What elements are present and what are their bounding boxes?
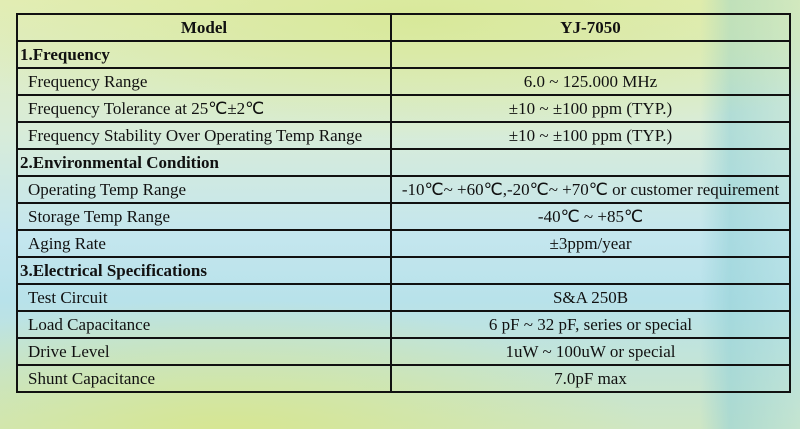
header-value: YJ-7050 [390, 13, 791, 42]
spec-label: Test Circuit [16, 283, 392, 312]
section-blank [390, 148, 791, 177]
spec-value: 6 pF ~ 32 pF, series or special [390, 310, 791, 339]
spec-label: Aging Rate [16, 229, 392, 258]
spec-value: -40℃ ~ +85℃ [390, 202, 791, 231]
section-row: 2.Environmental Condition [16, 148, 791, 177]
table-row: Test Circuit S&A 250B [16, 283, 791, 312]
spec-value: ±10 ~ ±100 ppm (TYP.) [390, 121, 791, 150]
section-title: 2.Environmental Condition [16, 148, 392, 177]
table-row: Frequency Stability Over Operating Temp … [16, 121, 791, 150]
section-blank [390, 40, 791, 69]
spec-value: 7.0pF max [390, 364, 791, 393]
spec-value: -10℃~ +60℃,-20℃~ +70℃ or customer requir… [390, 175, 791, 204]
section-title: 1.Frequency [16, 40, 392, 69]
spec-label: Load Capacitance [16, 310, 392, 339]
table-row: Aging Rate ±3ppm/year [16, 229, 791, 258]
spec-label: Shunt Capacitance [16, 364, 392, 393]
spec-table: Model YJ-7050 1.Frequency Frequency Range… [16, 13, 791, 393]
header-label: Model [16, 13, 392, 42]
spec-value: 6.0 ~ 125.000 MHz [390, 67, 791, 96]
spec-label: Operating Temp Range [16, 175, 392, 204]
table-row: Operating Temp Range -10℃~ +60℃,-20℃~ +70… [16, 175, 791, 204]
spec-label: Frequency Stability Over Operating Temp … [16, 121, 392, 150]
section-row: 3.Electrical Specifications [16, 256, 791, 285]
section-row: 1.Frequency [16, 40, 791, 69]
spec-label: Frequency Range [16, 67, 392, 96]
spec-value: ±3ppm/year [390, 229, 791, 258]
table-row: Frequency Range 6.0 ~ 125.000 MHz [16, 67, 791, 96]
spec-label: Drive Level [16, 337, 392, 366]
spec-value: 1uW ~ 100uW or special [390, 337, 791, 366]
spec-label: Storage Temp Range [16, 202, 392, 231]
spec-value: S&A 250B [390, 283, 791, 312]
section-blank [390, 256, 791, 285]
table-row: Drive Level 1uW ~ 100uW or special [16, 337, 791, 366]
spec-label: Frequency Tolerance at 25℃±2℃ [16, 94, 392, 123]
table-row: Storage Temp Range -40℃ ~ +85℃ [16, 202, 791, 231]
table-row: Load Capacitance 6 pF ~ 32 pF, series or … [16, 310, 791, 339]
header-row: Model YJ-7050 [16, 13, 791, 42]
spec-value: ±10 ~ ±100 ppm (TYP.) [390, 94, 791, 123]
table-row: Frequency Tolerance at 25℃±2℃ ±10 ~ ±100 … [16, 94, 791, 123]
table-row: Shunt Capacitance 7.0pF max [16, 364, 791, 393]
section-title: 3.Electrical Specifications [16, 256, 392, 285]
